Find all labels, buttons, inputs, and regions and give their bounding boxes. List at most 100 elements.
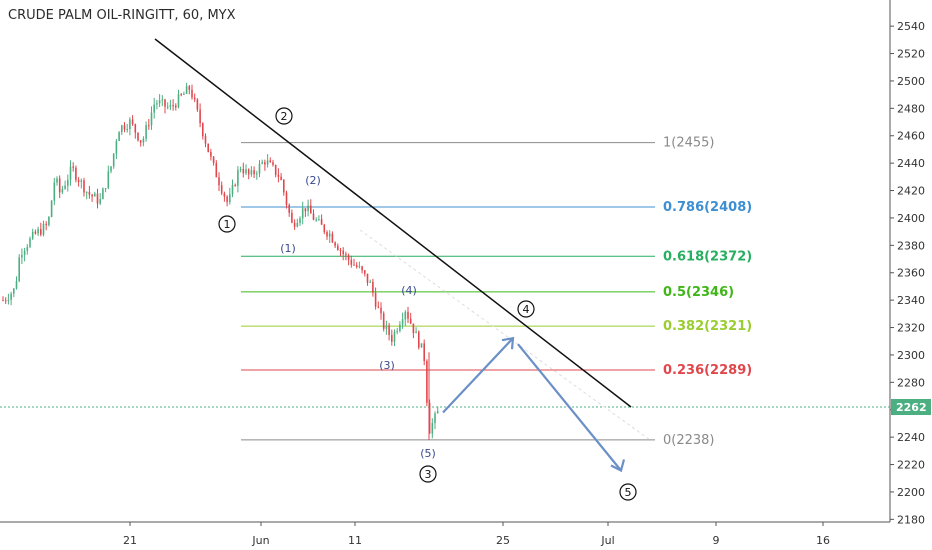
candle-body bbox=[310, 205, 312, 214]
candle-body bbox=[13, 288, 15, 294]
candle-body bbox=[382, 313, 385, 329]
candle-body bbox=[220, 185, 223, 194]
candle-body bbox=[31, 231, 34, 239]
candle-body bbox=[242, 168, 245, 174]
downtrend-line bbox=[154, 38, 632, 408]
candle-body bbox=[266, 160, 269, 165]
candle-body bbox=[231, 184, 234, 195]
y-tick-label: 2440 bbox=[897, 157, 925, 170]
candle-body bbox=[131, 119, 134, 125]
candle-body bbox=[301, 208, 304, 219]
candle-body bbox=[10, 293, 12, 300]
candle-body bbox=[420, 343, 423, 348]
candle-body bbox=[75, 167, 77, 180]
candle-body bbox=[7, 299, 10, 301]
candle-body bbox=[204, 136, 207, 144]
candle-body bbox=[104, 188, 107, 190]
candle-body bbox=[137, 132, 139, 141]
wave-label-minor: (2) bbox=[305, 174, 321, 187]
candle-body bbox=[145, 125, 147, 139]
candle-body bbox=[99, 199, 101, 204]
candle-body bbox=[409, 318, 412, 324]
candle-body bbox=[434, 413, 436, 424]
candle-body bbox=[58, 178, 61, 193]
candle-body bbox=[247, 169, 250, 175]
candle-body bbox=[72, 166, 74, 168]
candle-body bbox=[56, 178, 58, 183]
candle-body bbox=[177, 94, 180, 108]
candle-body bbox=[229, 194, 231, 203]
candle-body bbox=[48, 216, 50, 225]
wave-label-minor: (4) bbox=[401, 284, 417, 297]
candle-body bbox=[258, 163, 261, 174]
candle-body bbox=[353, 264, 355, 266]
candle-body bbox=[393, 331, 396, 342]
candle-body bbox=[426, 360, 428, 403]
candle-body bbox=[193, 97, 196, 100]
candle-body bbox=[296, 222, 299, 227]
candle-body bbox=[272, 162, 274, 165]
y-tick-label: 2300 bbox=[897, 349, 925, 362]
fib-level-label: 0.5(2346) bbox=[663, 285, 734, 300]
candle-body bbox=[237, 170, 239, 186]
wave-label-major: 4 bbox=[523, 303, 530, 316]
candle-body bbox=[88, 191, 91, 195]
candle-body bbox=[291, 212, 293, 223]
projection-arrow-down bbox=[517, 343, 622, 472]
candle-body bbox=[207, 143, 209, 152]
candle-body bbox=[142, 138, 145, 143]
fib-level-label: 0.236(2289) bbox=[663, 363, 752, 378]
candle-body bbox=[34, 231, 37, 234]
y-tick-label: 2400 bbox=[897, 212, 925, 225]
candle-body bbox=[180, 94, 182, 96]
candle-body bbox=[26, 246, 29, 251]
candle-body bbox=[4, 300, 7, 302]
candle-body bbox=[269, 160, 272, 163]
y-tick-label: 2380 bbox=[897, 239, 925, 252]
wave-label-major: 5 bbox=[625, 486, 632, 499]
wave-label-minor: (3) bbox=[379, 359, 395, 372]
candle-body bbox=[64, 185, 66, 189]
wave-circle bbox=[619, 483, 637, 501]
candle-body bbox=[342, 250, 344, 255]
candle-body bbox=[218, 177, 220, 186]
candle-body bbox=[366, 273, 369, 283]
y-tick-label: 2340 bbox=[897, 294, 925, 307]
wave-circle bbox=[419, 465, 437, 483]
fib-level-label: 1(2455) bbox=[663, 136, 715, 151]
candle-body bbox=[307, 205, 309, 212]
candle-body bbox=[123, 125, 126, 130]
candle-body bbox=[53, 182, 56, 201]
projection-arrow-up-head bbox=[501, 336, 515, 350]
x-tick-label: Jul bbox=[600, 534, 614, 547]
candle-body bbox=[202, 123, 204, 137]
candle-body bbox=[399, 324, 401, 331]
fib-level-label: 0(2238) bbox=[663, 433, 715, 448]
candle-body bbox=[37, 229, 39, 234]
candle-body bbox=[91, 194, 93, 197]
candle-body bbox=[199, 109, 201, 124]
candle-body bbox=[431, 423, 434, 434]
candle-body bbox=[326, 231, 328, 237]
x-tick-label: Jun bbox=[251, 534, 269, 547]
candle-body bbox=[323, 224, 326, 232]
channel-line bbox=[359, 229, 651, 441]
candle-body bbox=[299, 218, 301, 223]
candle-body bbox=[364, 270, 366, 274]
y-tick-label: 2200 bbox=[897, 486, 925, 499]
wave-circle bbox=[218, 215, 236, 233]
candle-body bbox=[223, 193, 226, 197]
y-tick-label: 2220 bbox=[897, 459, 925, 472]
candle-body bbox=[380, 307, 382, 314]
candle-body bbox=[283, 179, 285, 193]
candle-body bbox=[215, 162, 218, 178]
last-price-label: 2262 bbox=[896, 401, 927, 414]
candle-body bbox=[428, 402, 431, 434]
candle-body bbox=[404, 311, 407, 320]
candle-body bbox=[110, 166, 112, 172]
candle-body bbox=[415, 331, 417, 334]
candle-body bbox=[94, 193, 96, 197]
candle-body bbox=[334, 242, 336, 246]
